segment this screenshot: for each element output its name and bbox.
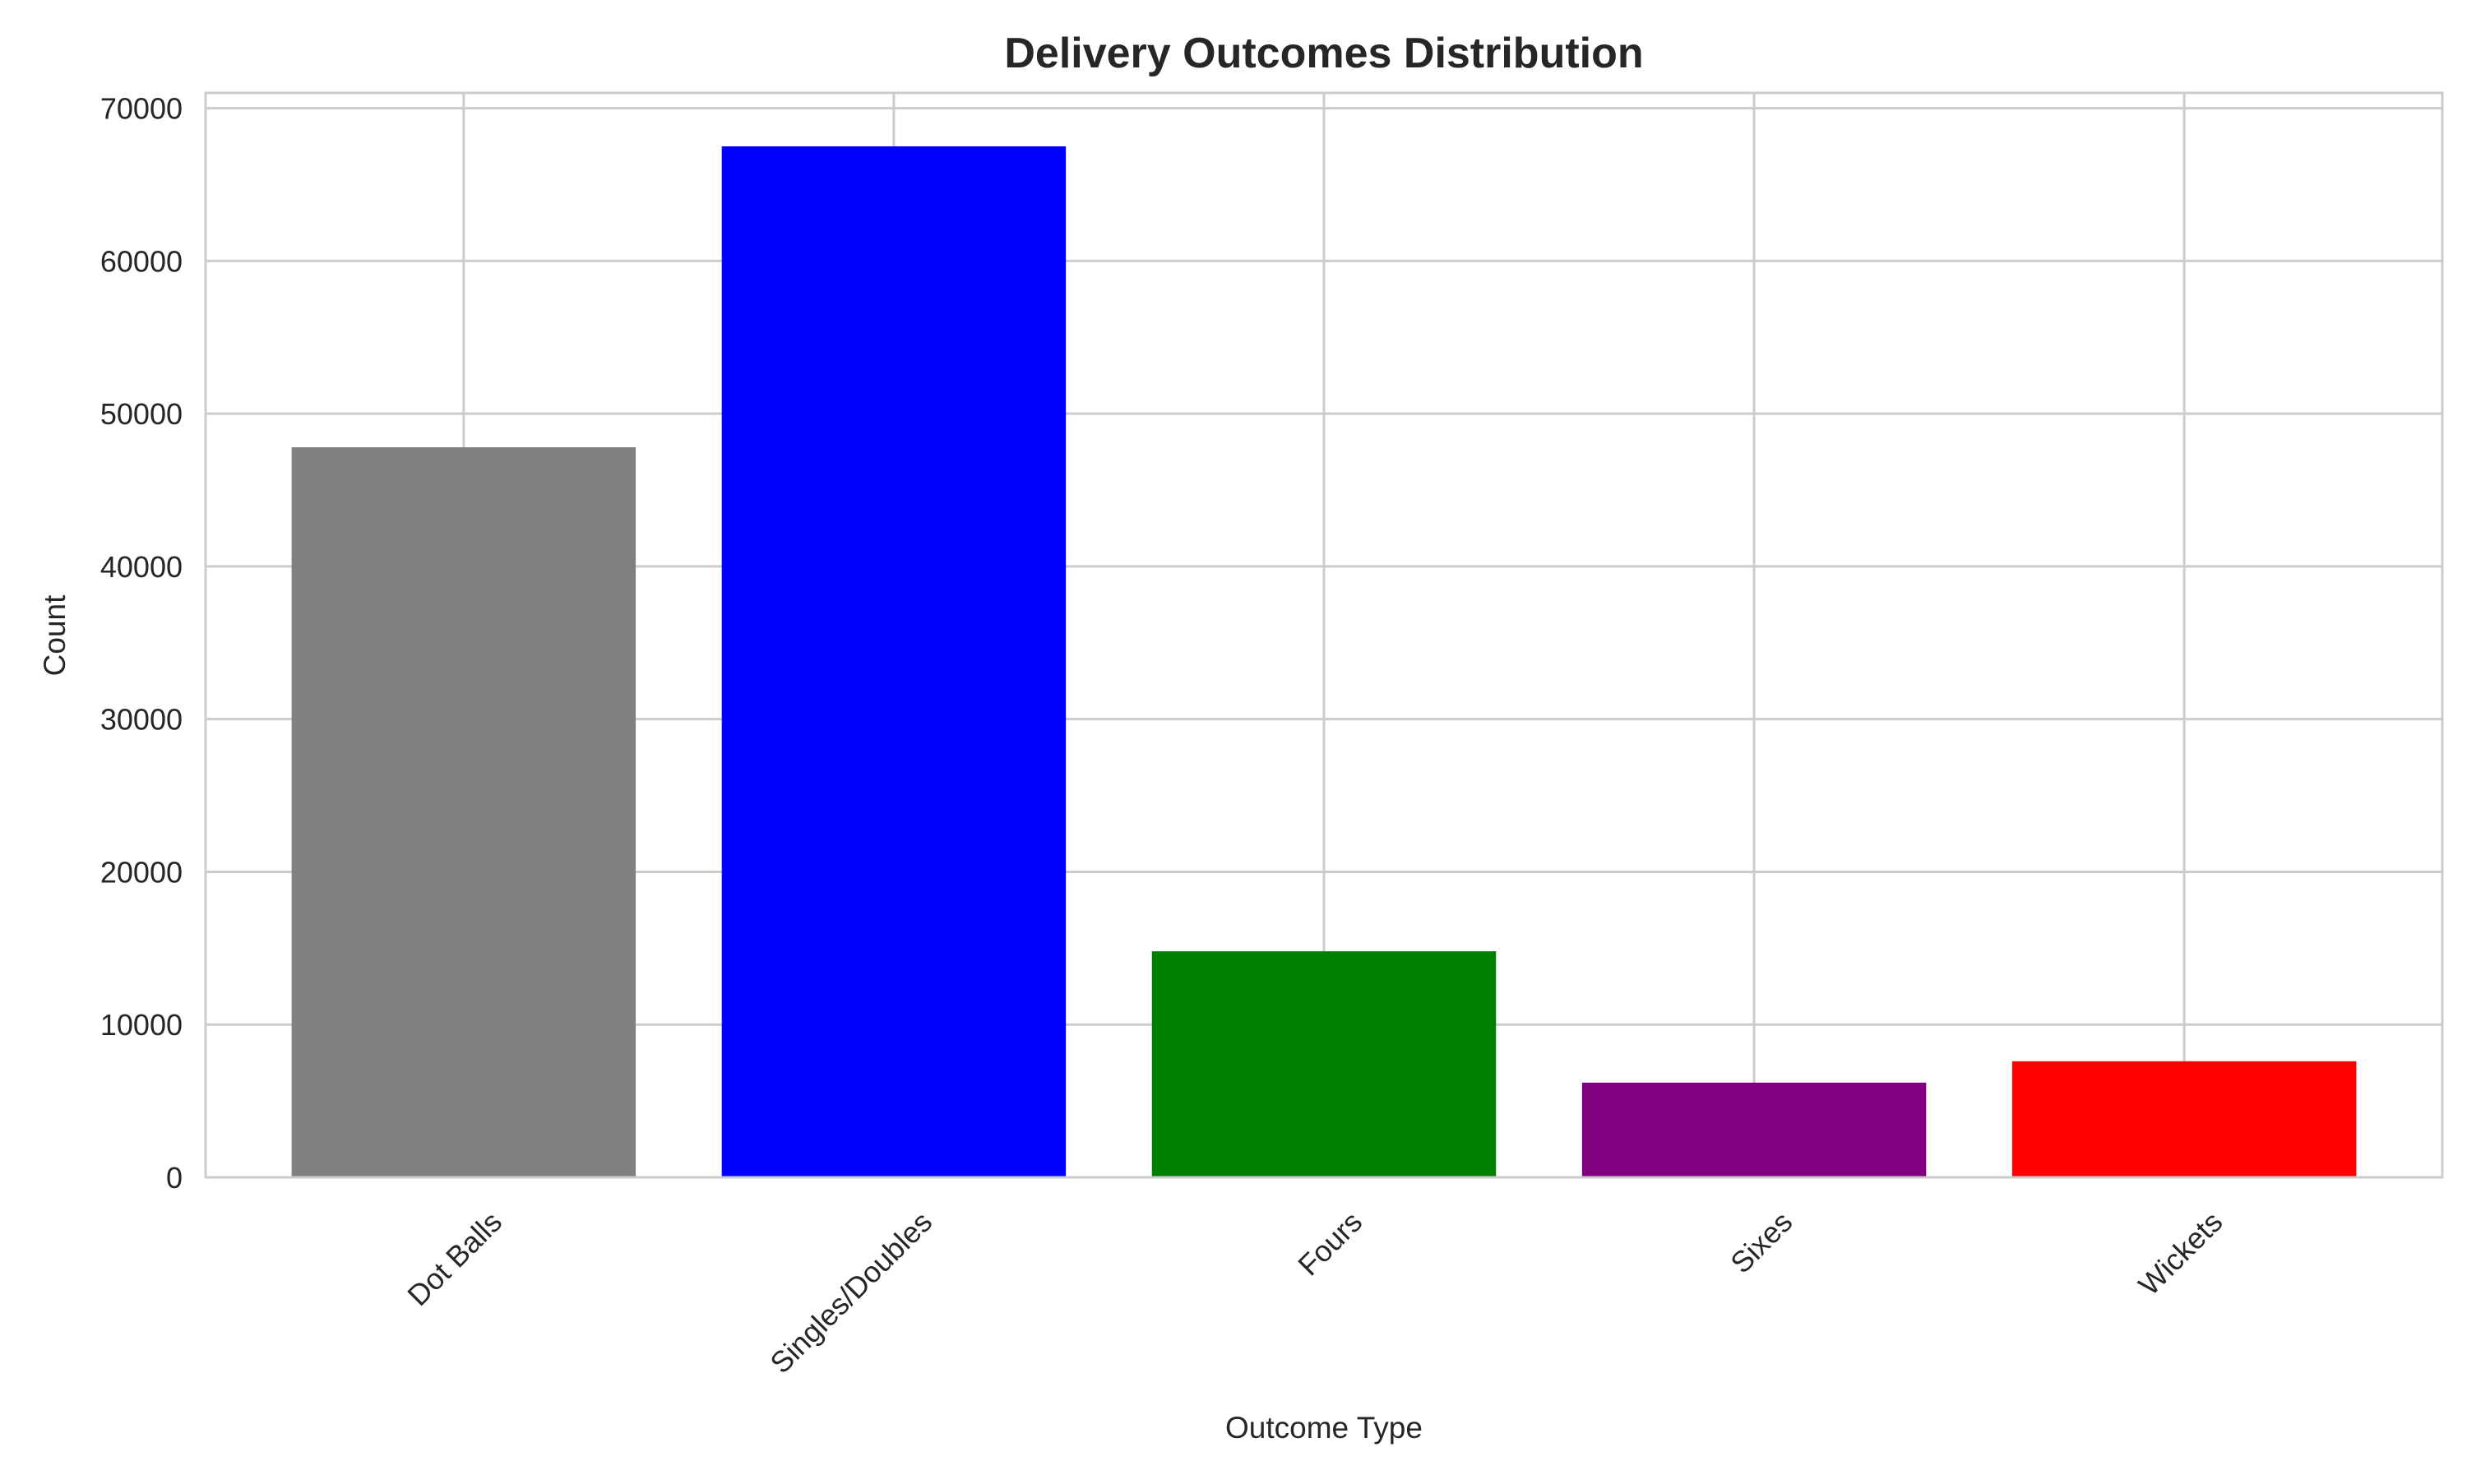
y-tick-label: 10000 <box>100 1008 183 1042</box>
y-tick-label: 70000 <box>100 92 183 126</box>
plot-frame <box>204 91 2444 1179</box>
y-tick-label: 60000 <box>100 244 183 278</box>
x-tick-label: Wickets <box>2131 1204 2229 1301</box>
bar-fours <box>1151 951 1497 1177</box>
chart-title: Delivery Outcomes Distribution <box>1004 30 1643 77</box>
x-tick-label: Fours <box>1291 1204 1368 1282</box>
y-tick-label: 50000 <box>100 397 183 431</box>
bar-dot-balls <box>291 446 636 1177</box>
y-tick-label: 0 <box>166 1161 183 1195</box>
y-tick-label: 40000 <box>100 550 183 584</box>
y-axis-ticks: 0 10000 20000 30000 40000 50000 60000 70000 <box>100 92 183 1195</box>
x-tick-label: Dot Balls <box>400 1204 508 1312</box>
y-tick-label: 20000 <box>100 855 183 889</box>
bar-singles-doubles <box>721 146 1067 1178</box>
bars <box>291 146 2357 1178</box>
x-axis-ticks: Dot Balls Singles/Doubles Fours Sixes Wicket… <box>400 1204 2229 1380</box>
bar-wickets <box>2011 1061 2357 1177</box>
y-axis-label: Count <box>38 594 72 676</box>
x-tick-label: Singles/Doubles <box>763 1204 938 1380</box>
bar-sixes <box>1581 1082 1927 1177</box>
x-axis-label: Outcome Type <box>1225 1411 1423 1445</box>
x-tick-label: Sixes <box>1724 1204 1798 1279</box>
y-tick-label: 30000 <box>100 703 183 737</box>
